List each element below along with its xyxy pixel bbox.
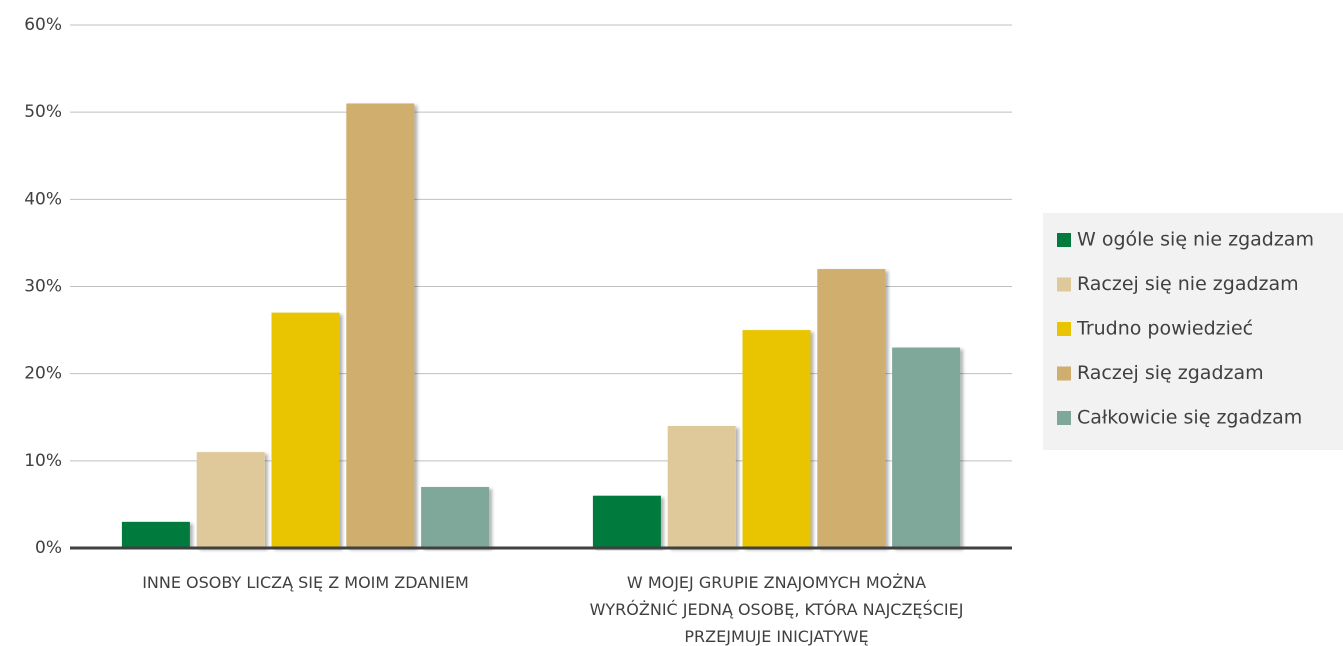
- bar: [121, 521, 190, 548]
- legend-swatch: [1057, 322, 1071, 336]
- legend-box: [1043, 213, 1343, 450]
- bar: [196, 452, 265, 548]
- legend-swatch: [1057, 233, 1071, 247]
- bar: [667, 425, 736, 548]
- legend-swatch: [1057, 277, 1071, 292]
- y-tick-label: 60%: [24, 15, 62, 35]
- y-tick-label: 10%: [24, 451, 62, 471]
- legend-swatch: [1057, 411, 1071, 425]
- legend-swatch: [1057, 366, 1071, 381]
- bar: [892, 347, 961, 548]
- bar: [742, 330, 811, 548]
- x-tick-label: INNE OSOBY LICZĄ SIĘ Z MOIM ZDANIEM: [142, 573, 469, 592]
- legend-label: Trudno powiedzieć: [1076, 318, 1253, 340]
- bar: [817, 269, 886, 548]
- legend-label: Raczej się zgadzam: [1077, 362, 1264, 384]
- legend-label: Całkowicie się zgadzam: [1077, 407, 1302, 429]
- x-tick-label: W MOJEJ GRUPIE ZNAJOMYCH MOŻNA WYRÓŻNIĆ …: [589, 573, 964, 646]
- y-tick-label: 20%: [24, 364, 62, 384]
- bar: [271, 312, 340, 548]
- y-tick-label: 30%: [24, 277, 62, 297]
- legend-label: Raczej się nie zgadzam: [1077, 273, 1299, 295]
- bar: [346, 103, 415, 548]
- bar: [421, 486, 490, 548]
- y-tick-label: 0%: [35, 538, 62, 558]
- y-tick-label: 50%: [24, 102, 62, 122]
- y-tick-label: 40%: [24, 189, 62, 209]
- bar: [592, 495, 661, 548]
- legend-label: W ogóle się nie zgadzam: [1077, 229, 1314, 251]
